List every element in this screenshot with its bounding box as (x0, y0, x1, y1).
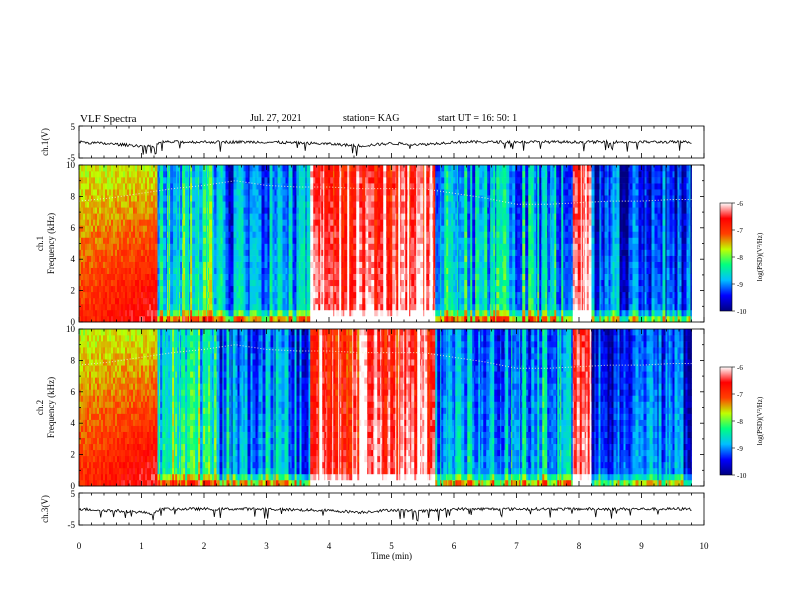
spec1-ytick-1: 2 (71, 286, 76, 296)
spec2-tone-trace (78, 344, 692, 369)
spec2-colorbar-tick-4: -10 (737, 472, 747, 480)
spec2-ytick-4: 8 (71, 355, 76, 365)
wave2-ytick-bottom: -5 (68, 520, 76, 530)
spec2-colorbar (719, 366, 733, 476)
xtick-label-1: 1 (139, 541, 144, 551)
xtick-label-3: 3 (264, 541, 269, 551)
wave2-ylabel: ch.3(V) (40, 495, 50, 523)
wave2-waveform-line (78, 506, 692, 522)
spec2-colorbar-tick-0: -6 (737, 364, 743, 372)
spec2-colorbar-label: log(PSD)(V²/Hz) (756, 396, 764, 445)
spec2-colorbar-tick-3: -9 (737, 445, 743, 453)
spec2-ylabel-channel: ch.2 (35, 400, 45, 415)
spec1-colorbar-label: log(PSD)(V²/Hz) (756, 232, 764, 281)
xtick-label-0: 0 (77, 541, 82, 551)
xtick-label-5: 5 (389, 541, 394, 551)
spec1-ytick-2: 4 (71, 254, 76, 264)
spec1-ylabel-channel: ch.1 (35, 236, 45, 251)
spec2-ylabel-frequency: Frequency (kHz) (46, 377, 56, 438)
chart-title: VLF Spectra (80, 113, 137, 125)
spec1-ytick-4: 8 (71, 191, 76, 201)
wave2-ytick-top: 5 (71, 489, 76, 499)
wave1-ytick-top: 5 (71, 122, 76, 132)
wave1-ylabel: ch.1(V) (40, 128, 50, 156)
xtick-label-8: 8 (577, 541, 582, 551)
spec1-ytick-0: 0 (71, 317, 76, 327)
wave1-ytick-bottom: -5 (68, 153, 76, 163)
spec2-colorbar-tick-2: -8 (737, 418, 743, 426)
date-label: Jul. 27, 2021 (250, 113, 302, 124)
start-time-label: start UT = 16: 50: 1 (438, 113, 518, 124)
spec2-spectrogram (78, 329, 704, 487)
xtick-label-10: 10 (700, 541, 710, 551)
x-axis-label: Time (min) (371, 551, 412, 561)
spec2-ytick-2: 4 (71, 418, 76, 428)
spec2-colorbar-tick-1: -7 (737, 391, 743, 399)
xtick-label-9: 9 (639, 541, 644, 551)
spec1-colorbar-tick-0: -6 (737, 200, 743, 208)
spec1-colorbar-tick-2: -8 (737, 254, 743, 262)
spec2-ytick-3: 6 (71, 387, 76, 397)
spec1-colorbar-tick-1: -7 (737, 227, 743, 235)
station-label: station= KAG (343, 113, 400, 124)
spec2-ytick-0: 0 (71, 481, 76, 491)
spec1-ytick-5: 10 (66, 160, 76, 170)
xtick-label-2: 2 (202, 541, 207, 551)
spec2-ytick-1: 2 (71, 450, 76, 460)
spec2-ytick-5: 10 (66, 324, 76, 334)
xtick-label-6: 6 (452, 541, 457, 551)
wave1-waveform-line (78, 139, 692, 156)
spec1-colorbar (719, 202, 733, 312)
spec1-colorbar-tick-4: -10 (737, 308, 747, 316)
xtick-label-7: 7 (514, 541, 519, 551)
xtick-label-4: 4 (327, 541, 332, 551)
spec1-ylabel-frequency: Frequency (kHz) (46, 213, 56, 274)
spec1-colorbar-tick-3: -9 (737, 281, 743, 289)
spec1-spectrogram (78, 165, 704, 323)
spec1-ytick-3: 6 (71, 223, 76, 233)
spec1-tone-trace (78, 180, 692, 205)
